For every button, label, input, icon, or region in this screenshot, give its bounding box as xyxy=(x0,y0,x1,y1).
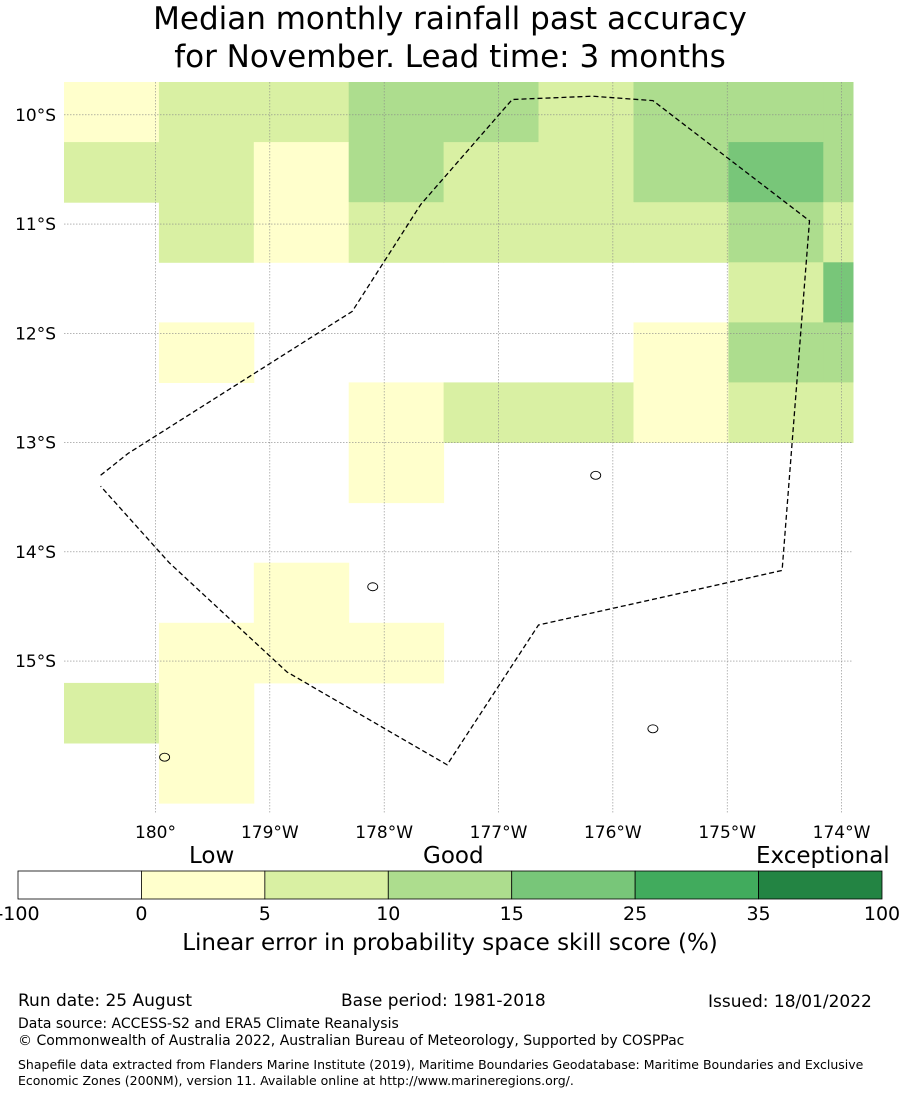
skill-cell xyxy=(64,682,160,744)
base-period: Base period: 1981-2018 xyxy=(341,991,546,1011)
colorbar-category-good: Good xyxy=(423,843,484,869)
skill-cell xyxy=(253,82,350,143)
colorbar-tick-label: 100 xyxy=(864,903,900,925)
skill-cell xyxy=(158,82,255,143)
island-c xyxy=(647,724,659,734)
skill-cell xyxy=(823,322,854,383)
skill-cell xyxy=(253,622,350,684)
skill-cell xyxy=(348,142,445,203)
lat-tick-label: 11°S xyxy=(15,215,56,235)
colorbar-segment xyxy=(634,870,759,900)
island-outlines xyxy=(159,470,659,762)
skill-cell xyxy=(728,382,824,443)
title-line-1: Median monthly rainfall past accuracy xyxy=(153,1,747,37)
latitude-tick-labels: 10°S 11°S 12°S 13°S 14°S 15°S xyxy=(15,106,56,672)
skill-cell xyxy=(443,202,539,263)
lon-tick-label: 174°W xyxy=(813,823,871,843)
colorbar-segment xyxy=(17,870,142,900)
lon-tick-label: 176°W xyxy=(584,823,642,843)
data-source: Data source: ACCESS-S2 and ERA5 Climate … xyxy=(18,1016,399,1032)
colorbar-tick-label: 35 xyxy=(746,903,770,925)
skill-cell xyxy=(728,202,824,263)
rainfall-skill-map: 180° 179°W 178°W 177°W 176°W 175°W 174°W 10°S1… xyxy=(0,82,900,925)
lat-tick-label: 10°S xyxy=(15,106,56,126)
skill-cell xyxy=(348,82,445,143)
skill-cell xyxy=(64,142,160,203)
skill-cell xyxy=(64,82,160,143)
colorbar-segment xyxy=(264,870,389,900)
title-line-2: for November. Lead time: 3 months xyxy=(174,39,726,75)
eez-boundary-line xyxy=(100,95,811,766)
lon-tick-label: 177°W xyxy=(470,823,528,843)
skill-cell xyxy=(348,622,445,684)
lat-tick-label: 12°S xyxy=(15,324,56,344)
lat-tick-label: 13°S xyxy=(15,434,56,454)
skill-cell xyxy=(348,202,445,263)
island-b xyxy=(367,582,379,592)
skill-cell xyxy=(633,142,729,203)
skill-cell xyxy=(823,382,854,443)
lon-tick-label: 180° xyxy=(135,823,176,843)
skill-cell xyxy=(348,442,445,504)
colorbar-category-exceptional: Exceptional xyxy=(756,843,890,869)
skill-cell xyxy=(538,82,634,143)
skill-cell xyxy=(253,142,350,203)
colorbar-tick-label: -100 xyxy=(0,903,40,925)
skill-cell xyxy=(443,382,539,443)
skill-cell xyxy=(253,562,350,624)
colorbar: -100 0 5 10 15 25 35 100 xyxy=(0,870,900,925)
skill-cell xyxy=(823,142,854,203)
skill-cell xyxy=(633,382,729,443)
colorbar-segment xyxy=(758,870,883,900)
lat-tick-label: 14°S xyxy=(15,543,56,563)
skill-cell xyxy=(158,202,255,263)
shapefile-credit: Shapefile data extracted from Flanders M… xyxy=(18,1057,864,1088)
colorbar-title: Linear error in probability space skill … xyxy=(182,930,718,956)
colorbar-segment xyxy=(511,870,636,900)
chart-title: Median monthly rainfall past accuracy fo… xyxy=(0,0,900,76)
run-date: Run date: 25 August xyxy=(18,991,192,1011)
map-gridlines xyxy=(64,82,853,814)
skill-cell xyxy=(538,382,634,443)
island-d xyxy=(159,752,171,762)
longitude-tick-labels: 180° 179°W 178°W 177°W 176°W 175°W 174°W xyxy=(135,823,871,843)
skill-cell xyxy=(158,622,255,684)
skill-cell xyxy=(823,262,854,323)
colorbar-tick-label: 10 xyxy=(376,903,400,925)
skill-cell xyxy=(633,322,729,383)
skill-cell xyxy=(158,682,255,744)
skill-cell xyxy=(158,743,255,804)
skill-cell xyxy=(253,202,350,263)
skill-cell xyxy=(158,322,255,383)
colorbar-tick-label: 25 xyxy=(623,903,647,925)
colorbar-tick-label: 15 xyxy=(500,903,524,925)
skill-cell xyxy=(443,142,539,203)
skill-cell xyxy=(728,322,824,383)
issued-date: Issued: 18/01/2022 xyxy=(708,992,872,1012)
skill-cell xyxy=(633,202,729,263)
colorbar-tick-label: 5 xyxy=(259,903,271,925)
skill-cell xyxy=(728,142,824,203)
lat-tick-label: 15°S xyxy=(15,652,56,672)
colorbar-tick-label: 0 xyxy=(135,903,147,925)
copyright: © Commonwealth of Australia 2022, Austra… xyxy=(18,1033,685,1049)
lon-tick-label: 179°W xyxy=(241,823,299,843)
skill-cell xyxy=(823,202,854,263)
skill-cell xyxy=(158,142,255,203)
skill-cell xyxy=(633,82,729,143)
skill-cell xyxy=(823,82,854,143)
skill-cell xyxy=(443,82,539,143)
island-a xyxy=(590,470,602,480)
skill-cell xyxy=(538,202,634,263)
lon-tick-label: 178°W xyxy=(355,823,413,843)
colorbar-segment xyxy=(141,870,266,900)
skill-cell xyxy=(538,142,634,203)
skill-cell xyxy=(728,262,824,323)
skill-cell xyxy=(728,82,824,143)
lon-tick-label: 175°W xyxy=(698,823,756,843)
colorbar-segment xyxy=(387,870,513,900)
skill-cell xyxy=(348,382,445,443)
colorbar-category-low: Low xyxy=(189,843,235,869)
